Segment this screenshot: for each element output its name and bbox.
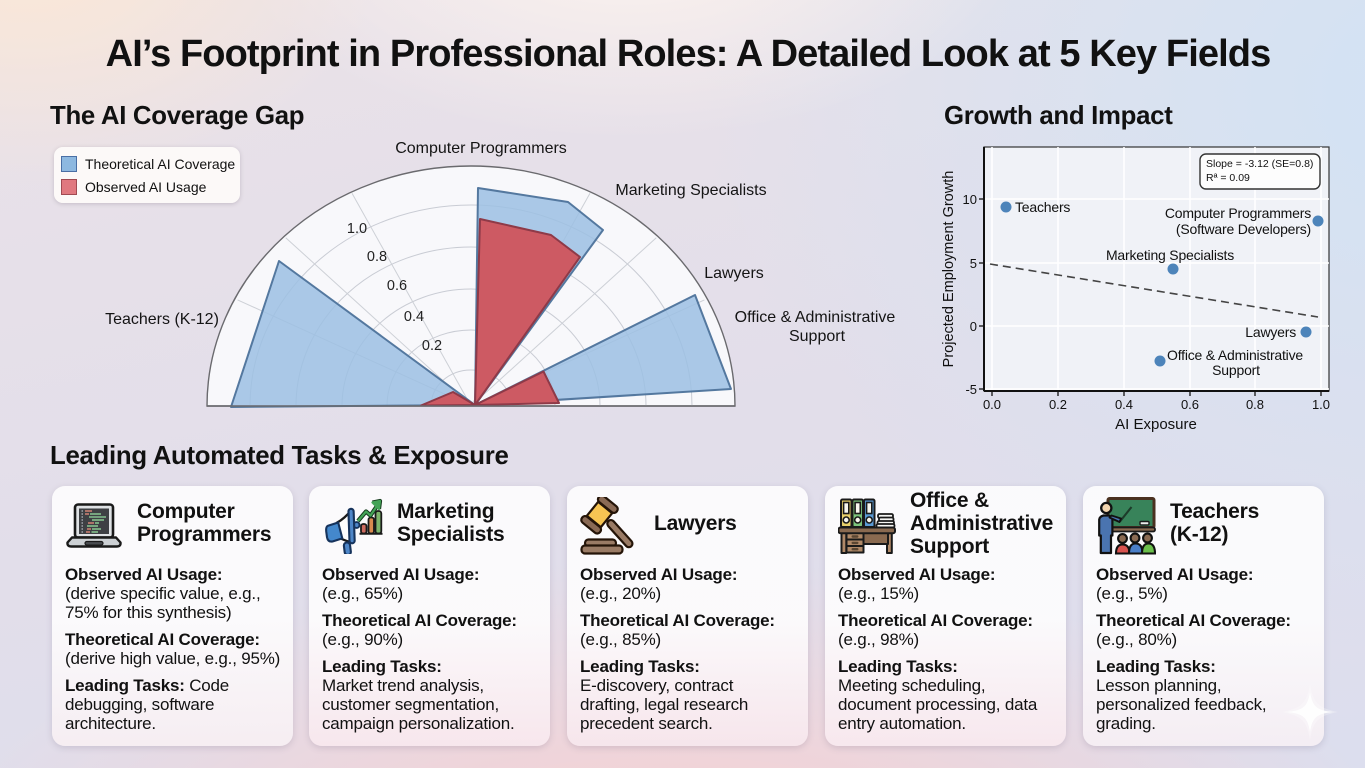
svg-text:5: 5 bbox=[970, 256, 977, 271]
svg-text:Marketing Specialists: Marketing Specialists bbox=[615, 182, 766, 199]
svg-text:Lawyers: Lawyers bbox=[704, 265, 764, 282]
svg-text:0.8: 0.8 bbox=[367, 249, 387, 265]
svg-text:1.0: 1.0 bbox=[1312, 397, 1330, 412]
svg-text:Teachers: Teachers bbox=[1015, 199, 1070, 215]
svg-text:Projected Employment Growth: Projected Employment Growth bbox=[941, 171, 957, 368]
svg-text:0.4: 0.4 bbox=[1115, 397, 1133, 412]
svg-text:10: 10 bbox=[963, 192, 977, 207]
svg-text:-5: -5 bbox=[965, 382, 977, 397]
svg-text:0: 0 bbox=[970, 319, 977, 334]
svg-text:Support: Support bbox=[789, 328, 846, 345]
svg-text:0.8: 0.8 bbox=[1246, 397, 1264, 412]
svg-text:0.0: 0.0 bbox=[983, 397, 1001, 412]
svg-text:0.4: 0.4 bbox=[404, 309, 424, 325]
svg-text:0.6: 0.6 bbox=[1181, 397, 1199, 412]
svg-text:0.2: 0.2 bbox=[422, 338, 442, 354]
svg-text:0.2: 0.2 bbox=[1049, 397, 1067, 412]
svg-text:Lawyers: Lawyers bbox=[1245, 324, 1296, 340]
svg-text:Computer Programmers: Computer Programmers bbox=[1165, 205, 1311, 221]
svg-text:Support: Support bbox=[1212, 362, 1260, 378]
svg-text:Office & Administrative: Office & Administrative bbox=[1167, 347, 1303, 363]
svg-text:Office & Administrative: Office & Administrative bbox=[735, 309, 896, 326]
svg-text:1.0: 1.0 bbox=[347, 221, 367, 237]
svg-text:Computer Programmers: Computer Programmers bbox=[395, 140, 567, 157]
svg-text:(Software Developers): (Software Developers) bbox=[1176, 221, 1311, 237]
svg-text:Teachers (K-12): Teachers (K-12) bbox=[105, 311, 219, 328]
svg-text:Marketing Specialists: Marketing Specialists bbox=[1106, 247, 1234, 263]
svg-text:0.6: 0.6 bbox=[387, 278, 407, 294]
svg-text:Rª = 0.09: Rª = 0.09 bbox=[1206, 172, 1250, 184]
svg-text:Slope = -3.12 (SE=0.8): Slope = -3.12 (SE=0.8) bbox=[1206, 158, 1313, 170]
svg-text:AI Exposure: AI Exposure bbox=[1115, 416, 1197, 433]
